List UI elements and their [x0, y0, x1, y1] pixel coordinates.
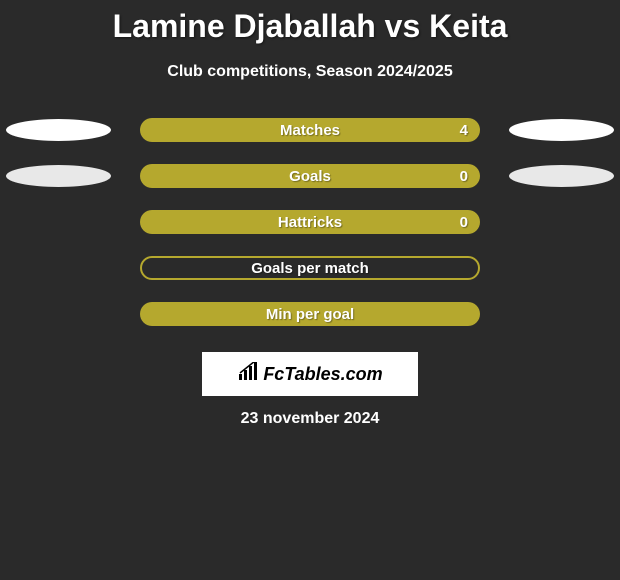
stat-bar: Hattricks 0: [140, 210, 480, 234]
date-label: 23 november 2024: [0, 410, 620, 428]
right-fill-indicator: [509, 165, 614, 187]
stat-bar: Goals 0: [140, 164, 480, 188]
left-fill-indicator: [6, 165, 111, 187]
stat-row-goals-per-match: Goals per match: [0, 254, 620, 300]
fctables-logo: FcTables.com: [202, 352, 418, 396]
left-fill-indicator: [6, 119, 111, 141]
logo-text: FcTables.com: [263, 364, 382, 385]
stat-row-goals: Goals 0: [0, 162, 620, 208]
chart-icon: [237, 362, 259, 387]
stat-bar: Goals per match: [140, 256, 480, 280]
stat-label: Goals per match: [142, 260, 478, 277]
stat-label: Matches: [140, 122, 480, 139]
stat-label: Hattricks: [140, 214, 480, 231]
stat-value: 0: [460, 168, 468, 185]
stat-value: 4: [460, 122, 468, 139]
stats-container: Matches 4 Goals 0 Hattricks 0 Goals per …: [0, 116, 620, 346]
subtitle: Club competitions, Season 2024/2025: [0, 63, 620, 81]
stat-row-matches: Matches 4: [0, 116, 620, 162]
page-title: Lamine Djaballah vs Keita: [0, 0, 620, 45]
stat-row-hattricks: Hattricks 0: [0, 208, 620, 254]
stat-row-min-per-goal: Min per goal: [0, 300, 620, 346]
stat-label: Min per goal: [140, 306, 480, 323]
stat-bar: Matches 4: [140, 118, 480, 142]
stat-value: 0: [460, 214, 468, 231]
stat-bar: Min per goal: [140, 302, 480, 326]
right-fill-indicator: [509, 119, 614, 141]
stat-label: Goals: [140, 168, 480, 185]
